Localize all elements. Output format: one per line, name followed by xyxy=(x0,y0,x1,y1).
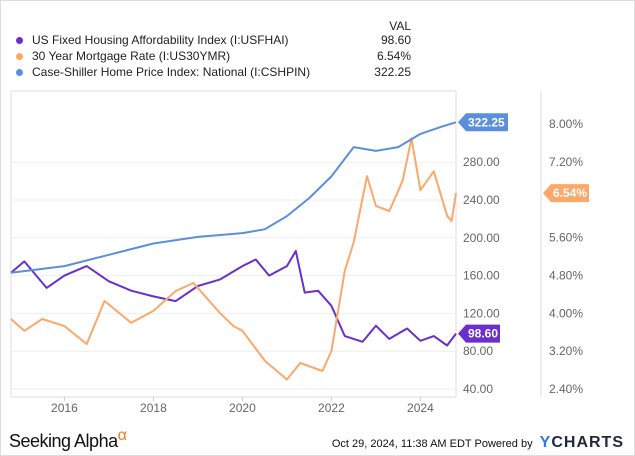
left-axis-tick: 280.00 xyxy=(463,155,500,169)
ycharts-logo[interactable]: YCHARTS xyxy=(539,434,624,451)
left-axis-tick: 120.00 xyxy=(463,306,500,320)
legend-dot-icon xyxy=(16,36,23,44)
last-value-label: 98.60 xyxy=(468,327,498,341)
last-value-label: 6.54% xyxy=(553,186,587,200)
plot-frame xyxy=(10,90,457,398)
left-axis-tick: 80.00 xyxy=(463,344,493,358)
x-axis-tick: 2016 xyxy=(51,401,78,415)
right-axis-tick: 2.40% xyxy=(549,382,583,396)
right-axis-tick: 4.80% xyxy=(549,268,583,282)
left-axis-tick: 160.00 xyxy=(463,269,500,283)
legend-value: 322.25 xyxy=(374,65,411,79)
seeking-alpha-logo: Seeking Alphaα xyxy=(9,427,127,451)
series-line-0 xyxy=(10,250,457,347)
right-axis-tick: 4.00% xyxy=(549,306,583,320)
x-axis-tick: 2020 xyxy=(229,401,256,415)
legend-label: Case-Shiller Home Price Index: National … xyxy=(32,65,311,79)
legend-label: 30 Year Mortgage Rate (I:US30YMR) xyxy=(32,49,231,63)
series-line-1 xyxy=(10,137,457,381)
legend-item-case-shiller[interactable]: Case-Shiller Home Price Index: National … xyxy=(16,65,310,79)
last-value-badge xyxy=(543,184,589,203)
x-axis-tick: 2022 xyxy=(318,401,345,415)
legend-item-mortgage[interactable]: 30 Year Mortgage Rate (I:US30YMR) xyxy=(16,49,230,63)
legend-dot-icon xyxy=(16,52,23,60)
right-axis-tick: 8.00% xyxy=(549,117,583,131)
legend-value: 98.60 xyxy=(380,33,411,47)
legend-value: 6.54% xyxy=(376,49,411,63)
footer: Oct 29, 2024, 11:38 AM EDT Powered by YC… xyxy=(332,434,624,452)
last-value-badge xyxy=(458,324,500,343)
val-header: VAL xyxy=(389,19,411,33)
right-axis-tick: 5.60% xyxy=(549,231,583,245)
legend-dot-icon xyxy=(16,68,23,76)
x-axis-tick: 2018 xyxy=(140,401,167,415)
left-axis-tick: 40.00 xyxy=(463,382,493,396)
left-axis-tick: 240.00 xyxy=(463,193,500,207)
last-value-label: 322.25 xyxy=(468,115,505,129)
right-axis-tick: 7.20% xyxy=(549,155,583,169)
last-value-badge xyxy=(458,113,508,132)
legend-item-affordability[interactable]: US Fixed Housing Affordability Index (I:… xyxy=(16,33,289,47)
legend-label: US Fixed Housing Affordability Index (I:… xyxy=(32,33,289,47)
right-axis-tick: 3.20% xyxy=(549,344,583,358)
powered-by: Powered by xyxy=(474,438,533,450)
x-axis-tick: 2024 xyxy=(407,401,434,415)
left-axis-tick: 200.00 xyxy=(463,231,500,245)
timestamp: Oct 29, 2024, 11:38 AM EDT xyxy=(331,438,472,450)
series-line-2 xyxy=(10,121,457,274)
